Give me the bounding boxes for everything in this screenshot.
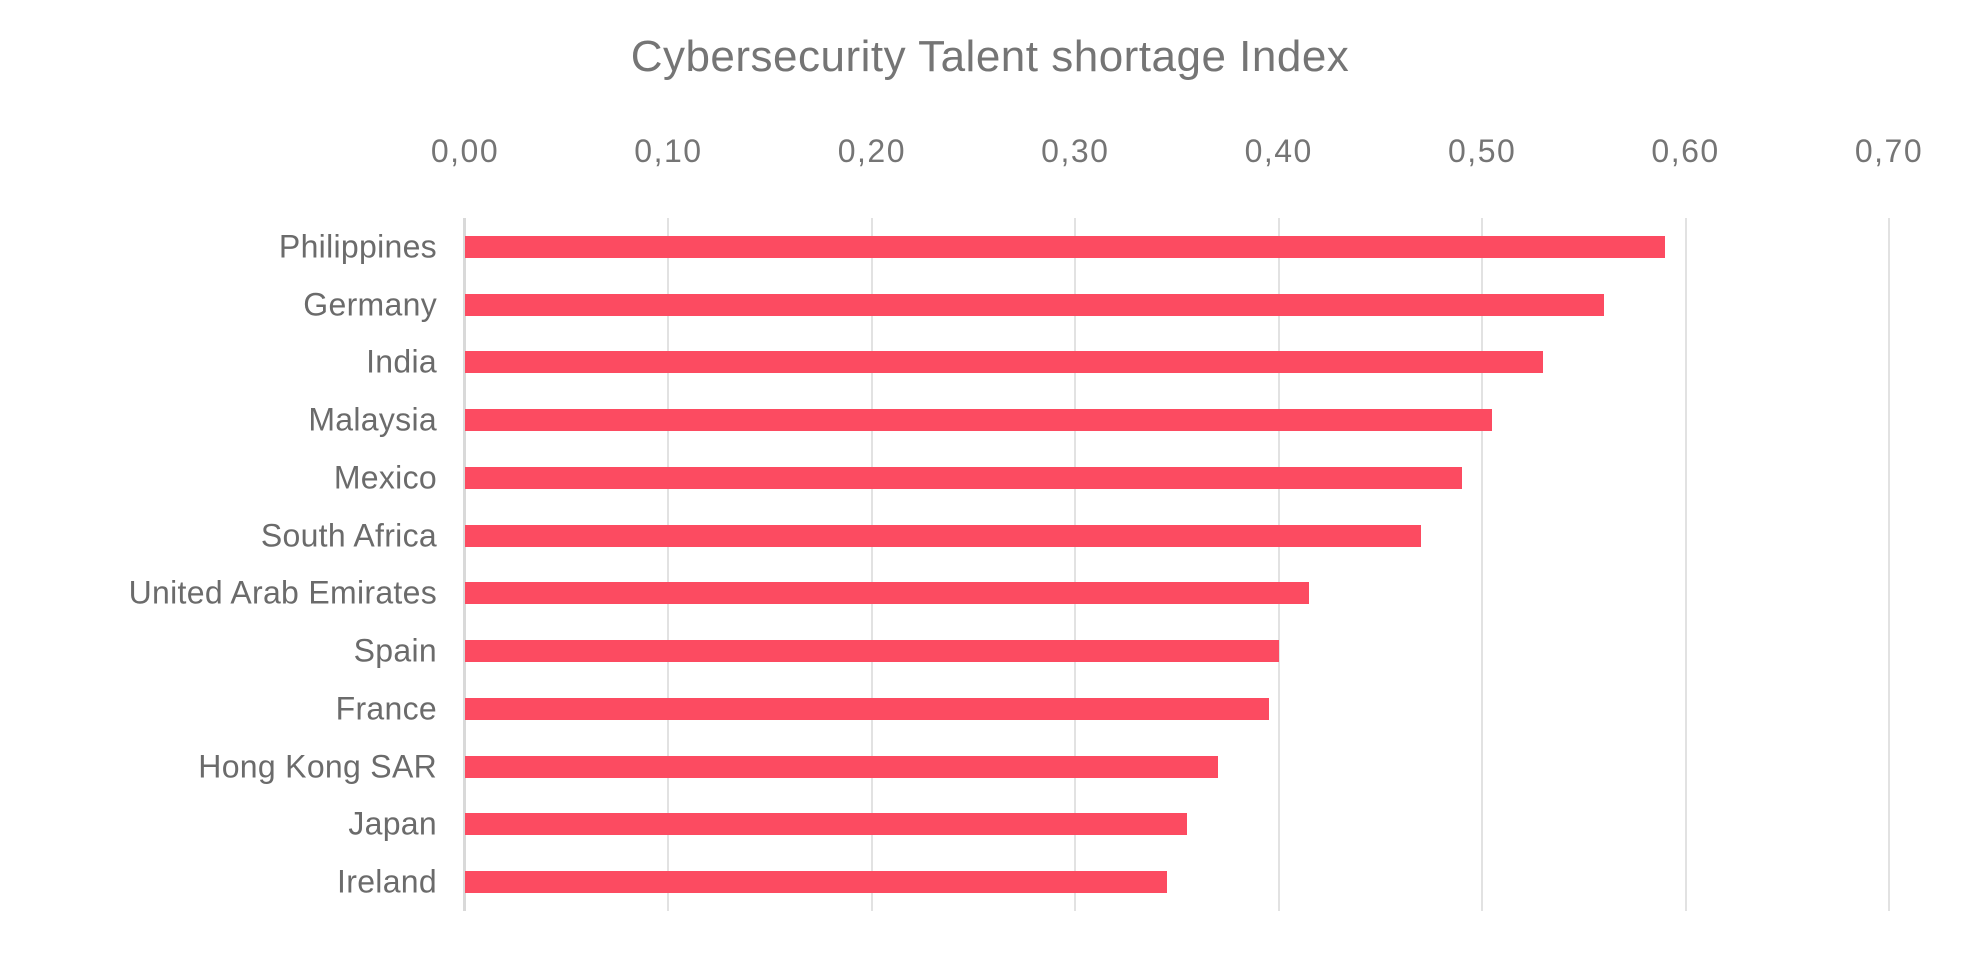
- category-label: Japan: [348, 805, 437, 842]
- x-tick-label: 0,20: [837, 133, 906, 169]
- bar-row: Philippines: [279, 218, 1889, 276]
- bar: [465, 582, 1310, 605]
- bar-row: Hong Kong SAR: [198, 738, 1889, 796]
- bar-row: France: [336, 680, 1889, 738]
- bar: [465, 466, 1462, 489]
- category-label: Malaysia: [308, 401, 437, 438]
- gridline: [667, 218, 670, 911]
- bar: [465, 813, 1188, 836]
- bar-row: India: [366, 334, 1889, 392]
- bar-row: South Africa: [261, 507, 1889, 565]
- x-tick-label: 0,50: [1448, 133, 1517, 169]
- bar: [465, 871, 1167, 894]
- x-axis: 0,00 0,10 0,20 0,30 0,40 0,50 0,60 0,70: [431, 133, 1922, 177]
- x-tick-label: 0,40: [1244, 133, 1313, 169]
- bar: [465, 697, 1269, 720]
- gridline: [1888, 218, 1890, 911]
- gridline: [870, 218, 873, 911]
- y-axis-line: [463, 218, 466, 911]
- gridline: [1481, 218, 1484, 911]
- category-label: South Africa: [260, 517, 437, 554]
- category-label: Philippines: [278, 228, 437, 265]
- bar: [465, 524, 1422, 547]
- bar-row: Ireland: [337, 853, 1889, 911]
- category-label: Mexico: [333, 459, 437, 496]
- bar: [465, 409, 1493, 432]
- bar-row: United Arab Emirates: [129, 565, 1889, 623]
- bar-row: Spain: [354, 622, 1889, 680]
- category-label: India: [366, 343, 437, 380]
- category-label: United Arab Emirates: [128, 574, 437, 611]
- x-tick-label: 0,00: [430, 133, 500, 169]
- bar: [465, 351, 1544, 374]
- bar: [465, 293, 1605, 316]
- bar: [465, 235, 1666, 258]
- bar: [465, 755, 1218, 778]
- bar-row: Malaysia: [308, 391, 1889, 449]
- category-label: France: [335, 690, 437, 727]
- x-tick-label: 0,30: [1041, 133, 1110, 169]
- plot-area: Philippines Germany India Malaysia Mexico Sou…: [129, 218, 1890, 911]
- x-tick-label: 0,10: [634, 133, 703, 169]
- bar-row: Germany: [303, 276, 1889, 334]
- category-label: Germany: [303, 286, 437, 323]
- chart-title: Cybersecurity Talent shortage Index: [630, 32, 1350, 81]
- category-label: Spain: [353, 632, 437, 669]
- x-tick-label: 0,60: [1651, 133, 1720, 169]
- bar-row: Mexico: [334, 449, 1889, 507]
- bar: [465, 640, 1279, 663]
- bar-row: Japan: [348, 796, 1889, 854]
- gridline: [1277, 218, 1280, 911]
- x-tick-label: 0,70: [1854, 133, 1924, 169]
- gridline: [1074, 218, 1077, 911]
- gridline: [1684, 218, 1687, 911]
- category-label: Ireland: [337, 863, 437, 900]
- category-label: Hong Kong SAR: [198, 748, 437, 785]
